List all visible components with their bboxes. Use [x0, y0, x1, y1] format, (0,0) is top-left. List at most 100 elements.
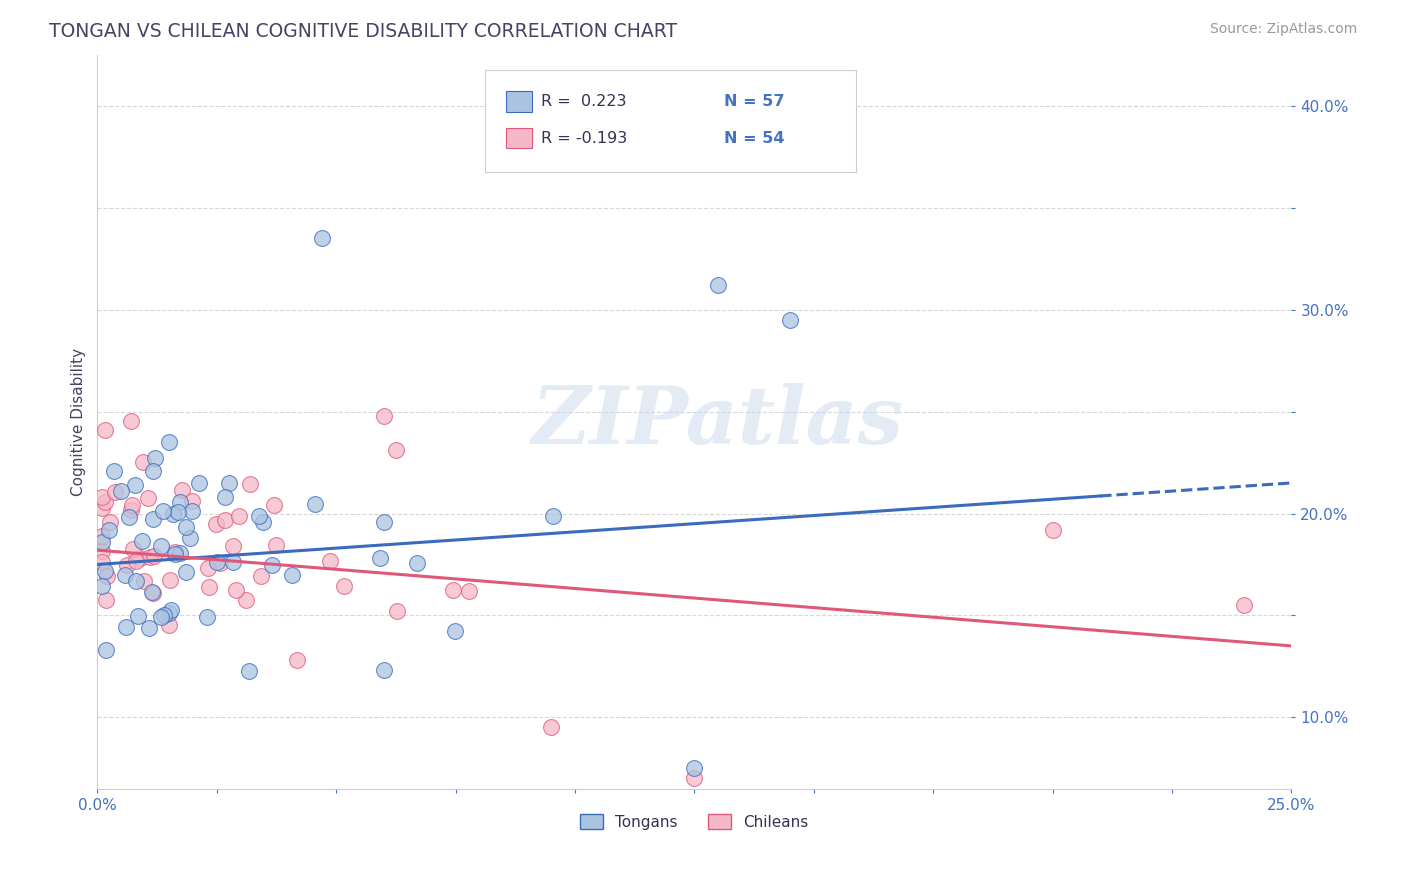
Point [121, 542, 143, 557]
Point [287, 653, 309, 667]
Point [198, 580, 221, 594]
Point [132, 455, 155, 469]
Text: R = -0.193: R = -0.193 [541, 130, 627, 145]
Point [263, 498, 285, 512]
Point [91, 579, 114, 593]
Text: Source: ZipAtlas.com: Source: ZipAtlas.com [1209, 22, 1357, 37]
Point [228, 509, 250, 524]
Point [159, 574, 181, 588]
Point [222, 540, 245, 554]
Point [250, 569, 273, 583]
Point [174, 520, 197, 534]
Point [143, 549, 166, 563]
Point [110, 483, 132, 498]
Point [207, 555, 229, 569]
Point [1042, 523, 1064, 537]
Point [157, 606, 180, 620]
Point [142, 586, 165, 600]
Point [94, 495, 117, 509]
Point [368, 550, 391, 565]
Point [169, 495, 191, 509]
Point [157, 435, 180, 450]
Point [208, 556, 231, 570]
Point [458, 584, 481, 599]
Point [98, 515, 121, 529]
Point [247, 508, 270, 523]
Point [373, 409, 395, 423]
Point [162, 508, 184, 522]
Point [150, 610, 173, 624]
Point [235, 592, 257, 607]
Point [142, 512, 165, 526]
Point [138, 622, 160, 636]
Point [218, 475, 240, 490]
Point [385, 603, 408, 617]
Text: N = 54: N = 54 [724, 130, 785, 145]
Y-axis label: Cognitive Disability: Cognitive Disability [72, 348, 86, 496]
Point [121, 498, 143, 512]
Point [174, 566, 197, 580]
Text: N = 57: N = 57 [724, 94, 785, 109]
Point [131, 534, 153, 549]
Point [91, 500, 114, 515]
Point [143, 450, 166, 465]
Point [384, 442, 406, 457]
Point [115, 619, 138, 633]
Text: TONGAN VS CHILEAN COGNITIVE DISABILITY CORRELATION CHART: TONGAN VS CHILEAN COGNITIVE DISABILITY C… [49, 22, 678, 41]
Point [197, 561, 219, 575]
Point [406, 556, 429, 570]
Point [115, 558, 138, 573]
Point [281, 567, 304, 582]
Point [114, 568, 136, 582]
Point [167, 505, 190, 519]
Point [373, 663, 395, 677]
Point [311, 231, 333, 245]
Point [441, 582, 464, 597]
Point [181, 494, 204, 508]
Point [117, 509, 139, 524]
Point [172, 483, 194, 497]
Text: ZIPatlas: ZIPatlas [531, 383, 904, 460]
Point [683, 772, 706, 786]
Point [159, 617, 181, 632]
Point [683, 761, 706, 775]
Point [262, 558, 284, 573]
Point [94, 592, 117, 607]
Point [1232, 598, 1254, 612]
Point [96, 569, 118, 583]
Point [540, 720, 562, 734]
Point [181, 504, 204, 518]
Point [318, 553, 340, 567]
Point [124, 478, 146, 492]
Point [187, 475, 209, 490]
Legend: Tongans, Chileans: Tongans, Chileans [574, 807, 814, 836]
Bar [506, 91, 531, 112]
Point [104, 484, 127, 499]
Point [103, 464, 125, 478]
Point [128, 550, 150, 565]
Point [169, 546, 191, 560]
Point [96, 642, 118, 657]
Point [195, 610, 218, 624]
Point [97, 523, 120, 537]
Text: R =  0.223: R = 0.223 [541, 94, 627, 109]
Point [214, 513, 236, 527]
Point [225, 582, 247, 597]
Point [159, 603, 181, 617]
Point [134, 574, 156, 588]
Point [120, 414, 142, 428]
Point [165, 545, 187, 559]
Point [120, 503, 142, 517]
Point [163, 548, 186, 562]
Point [333, 579, 356, 593]
Point [138, 491, 160, 505]
Point [127, 608, 149, 623]
Point [91, 529, 114, 543]
Point [214, 490, 236, 504]
Point [707, 278, 730, 293]
Point [373, 515, 395, 529]
Point [541, 509, 564, 524]
Point [125, 554, 148, 568]
Point [149, 539, 172, 553]
Point [252, 515, 274, 529]
